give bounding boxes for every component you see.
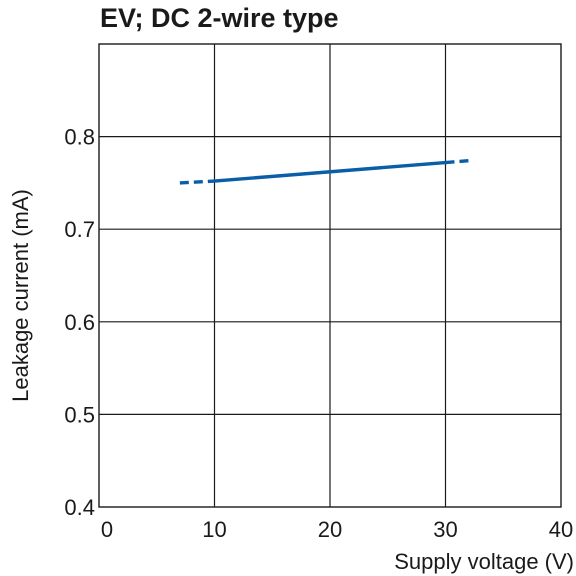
grid xyxy=(99,44,561,507)
chart-title: EV; DC 2-wire type xyxy=(100,3,339,33)
y-tick-label: 0.5 xyxy=(64,402,95,427)
series-line-solid xyxy=(214,160,446,183)
data-series xyxy=(179,158,469,185)
x-tick-label: 20 xyxy=(318,517,342,542)
x-tick-label: 30 xyxy=(433,517,457,542)
x-axis-label: Supply voltage (V) xyxy=(394,549,574,574)
plot-area xyxy=(98,43,562,508)
y-tick-label: 0.8 xyxy=(64,125,95,150)
y-tick-label: 0.7 xyxy=(64,217,95,242)
series-line-dashed xyxy=(445,158,469,165)
series-line-dashed xyxy=(179,179,215,185)
y-tick-labels: 0.4 0.5 0.6 0.7 0.8 xyxy=(64,125,95,520)
x-tick-label: 0 xyxy=(101,517,113,542)
x-tick-labels: 0 10 20 30 40 xyxy=(101,517,573,542)
x-tick-label: 40 xyxy=(549,517,573,542)
x-tick-label: 10 xyxy=(202,517,226,542)
y-tick-label: 0.6 xyxy=(64,310,95,335)
y-axis-label: Leakage current (mA) xyxy=(8,189,33,402)
y-tick-label: 0.4 xyxy=(64,495,95,520)
